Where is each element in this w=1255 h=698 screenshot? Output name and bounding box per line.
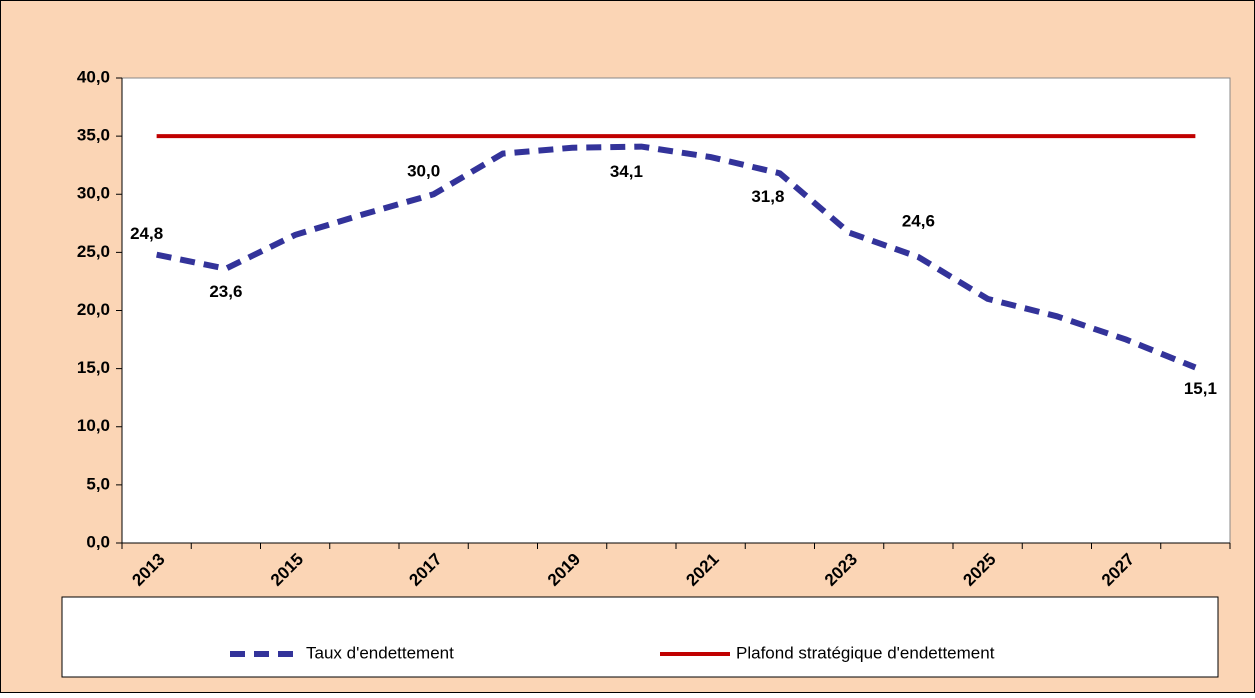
- y-tick-label: 10,0: [77, 416, 110, 435]
- y-tick-label: 40,0: [77, 67, 110, 86]
- legend-label: Taux d'endettement: [306, 643, 454, 662]
- y-tick-label: 35,0: [77, 126, 110, 145]
- data-label: 15,1: [1184, 379, 1217, 398]
- data-label: 34,1: [610, 162, 643, 181]
- data-label: 31,8: [751, 187, 784, 206]
- y-tick-label: 0,0: [86, 532, 110, 551]
- data-label: 24,6: [902, 212, 935, 231]
- y-tick-label: 20,0: [77, 300, 110, 319]
- data-label: 30,0: [407, 162, 440, 181]
- data-label: 24,8: [130, 224, 163, 243]
- y-tick-label: 30,0: [77, 184, 110, 203]
- y-tick-label: 5,0: [86, 474, 110, 493]
- y-tick-label: 25,0: [77, 242, 110, 261]
- y-tick-label: 15,0: [77, 358, 110, 377]
- data-label: 23,6: [209, 282, 242, 301]
- legend-label: Plafond stratégique d'endettement: [736, 643, 995, 662]
- plot-area: [121, 77, 1231, 544]
- legend-box: [61, 596, 1219, 678]
